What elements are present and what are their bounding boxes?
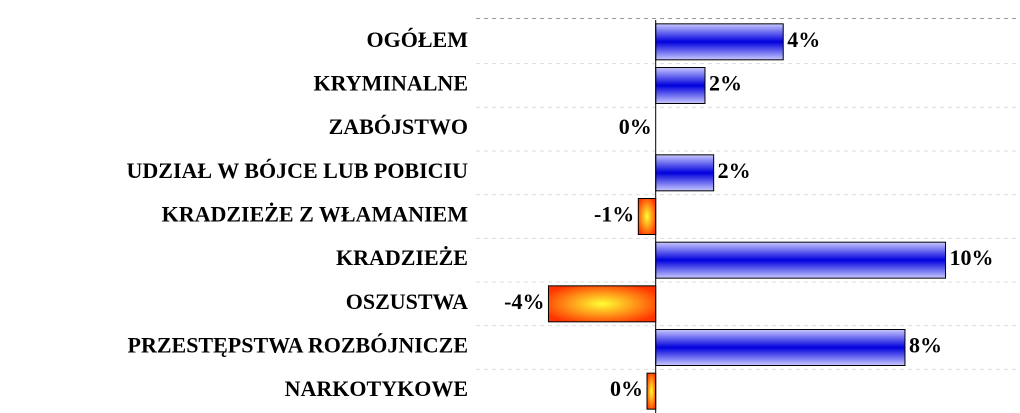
- bar: [547, 285, 657, 323]
- category-label: OGÓŁEM: [367, 27, 469, 52]
- bar: [655, 23, 784, 61]
- bar: [637, 198, 657, 235]
- category-label: ZABÓJSTWO: [329, 114, 468, 139]
- category-label: OSZUSTWA: [346, 289, 468, 314]
- category-label: UDZIAŁ W BÓJCE LUB POBICIU: [127, 158, 469, 183]
- value-label: 2%: [709, 71, 742, 96]
- category-label: NARKOTYKOWE: [285, 376, 468, 401]
- bar: [646, 372, 657, 410]
- category-label: KRYMINALNE: [314, 71, 468, 96]
- value-label: 4%: [787, 27, 820, 52]
- value-label: -1%: [594, 202, 634, 227]
- category-label: PRZESTĘPSTWA ROZBÓJNICZE: [128, 333, 468, 358]
- bar: [655, 329, 906, 366]
- bar: [655, 67, 706, 104]
- value-label: 0%: [619, 114, 652, 139]
- value-label: -4%: [504, 289, 544, 314]
- bar: [655, 154, 715, 192]
- value-label: 0%: [610, 376, 643, 401]
- bar: [655, 241, 947, 279]
- value-label: 10%: [950, 245, 994, 270]
- value-label: 8%: [909, 333, 942, 358]
- category-label: KRADZIEŻE: [336, 245, 468, 270]
- value-label: 2%: [718, 158, 751, 183]
- category-label: KRADZIEŻE Z WŁAMANIEM: [162, 202, 469, 227]
